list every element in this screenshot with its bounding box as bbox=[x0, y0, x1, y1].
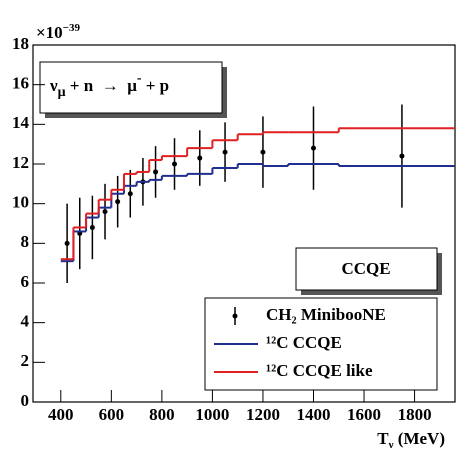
y-multiplier-exp: −39 bbox=[63, 22, 81, 34]
y-tick-label: 2 bbox=[21, 351, 30, 370]
legend-label: ¹²C CCQE like bbox=[266, 361, 373, 380]
plot-frame bbox=[32, 44, 456, 403]
x-tick-label: 600 bbox=[99, 405, 125, 424]
data-point bbox=[399, 153, 405, 159]
x-tick-label: 1000 bbox=[195, 405, 229, 424]
x-label-part: (MeV) bbox=[394, 429, 445, 448]
legend-swatch bbox=[232, 313, 238, 319]
data-point bbox=[102, 209, 108, 215]
data-point bbox=[197, 155, 203, 161]
y-tick-label: 16 bbox=[12, 74, 29, 93]
data-point bbox=[127, 191, 133, 197]
annotation-part: - bbox=[137, 71, 142, 86]
y-tick-label: 10 bbox=[12, 193, 29, 212]
data-point bbox=[115, 199, 121, 205]
annotation-part: ν bbox=[49, 76, 58, 95]
y-multiplier-base: ×10 bbox=[36, 23, 63, 42]
data-point bbox=[153, 169, 159, 175]
annotation: νμ + n → μ- + p bbox=[49, 71, 169, 100]
label-box bbox=[295, 247, 438, 291]
legend-label: ¹²C CCQE bbox=[266, 333, 342, 352]
data-point bbox=[89, 224, 95, 230]
y-tick-label: 8 bbox=[21, 232, 30, 251]
data-point bbox=[222, 149, 228, 155]
annotation-part: + p bbox=[142, 76, 170, 95]
y-tick-label: 12 bbox=[12, 153, 29, 172]
y-tick-label: 18 bbox=[12, 34, 29, 53]
annotation-part: μ bbox=[58, 85, 66, 100]
legend-label: CH₂ MinibooNE bbox=[266, 305, 386, 324]
data-point bbox=[310, 145, 316, 151]
data-point bbox=[172, 161, 178, 167]
x-tick-label: 400 bbox=[48, 405, 74, 424]
x-tick-label: 1600 bbox=[347, 405, 381, 424]
label-box-text: CCQE bbox=[341, 259, 390, 278]
data-point bbox=[64, 240, 70, 246]
annotation-part: + n → μ bbox=[66, 76, 138, 95]
x-axis-label: Tν (MeV) bbox=[377, 429, 445, 451]
y-tick-label: 14 bbox=[12, 113, 30, 132]
x-tick-label: 1400 bbox=[296, 405, 330, 424]
y-tick-label: 6 bbox=[21, 272, 30, 291]
y-tick-label: 4 bbox=[21, 312, 30, 331]
annotation-box bbox=[39, 61, 223, 114]
x-tick-label: 800 bbox=[149, 405, 175, 424]
x-tick-label: 1800 bbox=[398, 405, 432, 424]
y-multiplier: ×10−39 bbox=[36, 22, 80, 42]
x-label-part: ν bbox=[388, 439, 394, 451]
y-tick-label: 0 bbox=[21, 391, 30, 410]
data-point bbox=[260, 149, 266, 155]
x-tick-label: 1200 bbox=[246, 405, 280, 424]
x-label-part: T bbox=[377, 429, 389, 448]
